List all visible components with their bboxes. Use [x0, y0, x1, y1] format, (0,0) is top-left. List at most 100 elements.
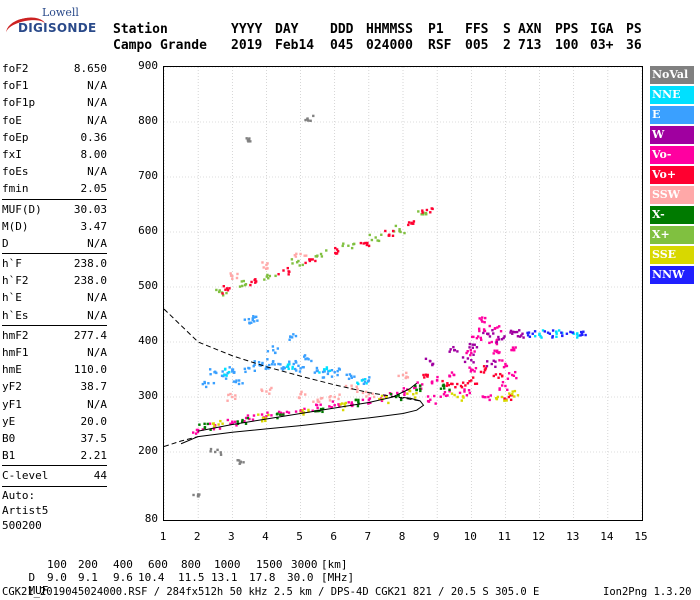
y-tick-label: 80	[144, 512, 158, 525]
echo-point	[294, 359, 297, 363]
param-row-ye: yE 20.0	[2, 413, 107, 430]
echo-point	[294, 255, 298, 258]
echo-point	[484, 367, 488, 370]
echo-point	[418, 387, 422, 390]
hdr-iga: IGA	[590, 22, 614, 37]
echo-point	[350, 376, 353, 379]
y-tick-label: 500	[138, 279, 158, 292]
echo-point	[265, 263, 268, 267]
echo-point	[274, 274, 277, 278]
param-value: 30.03	[73, 202, 107, 216]
echo-point	[277, 272, 280, 276]
echo-point	[360, 379, 364, 382]
echo-point	[414, 386, 417, 389]
echo-point	[248, 417, 251, 421]
echo-point	[265, 267, 268, 270]
param-label: h`F	[2, 257, 22, 271]
echo-point	[241, 382, 244, 385]
echo-point	[290, 336, 294, 339]
echo-point	[316, 398, 319, 401]
echo-point	[507, 395, 511, 399]
param-row-b1: B1 2.21	[2, 447, 107, 464]
echo-point	[325, 249, 328, 252]
echo-point	[325, 367, 329, 371]
param-value: N/A	[87, 165, 107, 179]
echo-point	[473, 343, 476, 346]
echo-point	[335, 248, 339, 251]
echo-point	[445, 384, 448, 387]
echo-point	[479, 336, 483, 340]
echo-point	[209, 447, 213, 451]
echo-point	[316, 400, 319, 403]
echo-point	[499, 330, 503, 333]
echo-point	[497, 338, 501, 341]
echo-point	[311, 258, 314, 261]
echo-point	[460, 399, 464, 402]
echo-point	[369, 401, 372, 405]
echo-point	[271, 360, 275, 364]
footer-d-value: 600	[148, 558, 168, 571]
echo-point	[447, 383, 451, 387]
echo-point	[496, 326, 499, 329]
echo-point	[442, 393, 446, 396]
echo-point	[576, 332, 579, 335]
echo-point	[287, 411, 291, 414]
echo-point	[579, 330, 583, 334]
param-row-clevel: C-level 44	[2, 467, 107, 484]
echo-point	[243, 367, 247, 371]
param-value: 2.05	[80, 182, 108, 196]
echo-point	[367, 244, 371, 248]
echo-point	[293, 254, 297, 257]
echo-point	[509, 394, 512, 397]
legend-item-e: E	[650, 106, 694, 124]
echo-point	[419, 384, 422, 387]
echo-point	[307, 408, 310, 412]
echo-point	[461, 381, 465, 384]
echo-point	[234, 380, 238, 384]
echo-point	[350, 401, 353, 404]
echo-point	[238, 462, 241, 465]
param-label: B1	[2, 449, 16, 463]
param-value: 0.36	[80, 130, 108, 144]
auto-line: Auto:	[2, 488, 36, 502]
echo-point	[307, 119, 310, 122]
val-p1: RSF	[428, 38, 452, 53]
echo-point	[274, 351, 277, 355]
echo-point	[368, 397, 372, 400]
echo-point	[362, 382, 366, 386]
echo-point	[253, 369, 257, 372]
echo-point	[300, 390, 303, 394]
echo-point	[363, 380, 367, 384]
echo-point	[454, 386, 457, 389]
echo-point	[581, 333, 584, 337]
echo-point	[495, 342, 499, 346]
echo-point	[516, 335, 520, 338]
echo-point	[426, 399, 430, 403]
echo-point	[476, 335, 480, 338]
echo-point	[520, 334, 523, 337]
echo-point	[377, 239, 381, 243]
x-tick-label: 3	[227, 530, 235, 543]
echo-point	[328, 399, 332, 402]
echo-point	[204, 385, 208, 389]
echo-point	[321, 407, 325, 410]
echo-point	[481, 320, 484, 323]
echo-point	[226, 289, 230, 292]
echo-point	[217, 290, 221, 294]
echo-point	[512, 374, 516, 377]
echo-point	[509, 329, 513, 333]
legend-item-vo: Vo+	[650, 166, 694, 184]
echo-point	[307, 358, 310, 361]
echo-point	[501, 380, 505, 384]
footer-d-value: 1000	[214, 558, 241, 571]
echo-point	[295, 252, 298, 256]
y-tick-label: 700	[138, 169, 158, 182]
echo-point	[275, 413, 279, 416]
param-label: h`F2	[2, 274, 29, 288]
footer-muf-value: 9.1	[78, 571, 98, 584]
echo-point	[511, 390, 514, 393]
echo-point	[555, 332, 558, 335]
echo-point	[211, 422, 215, 425]
footer-d-unit: [km]	[321, 558, 348, 571]
echo-point	[253, 320, 256, 323]
